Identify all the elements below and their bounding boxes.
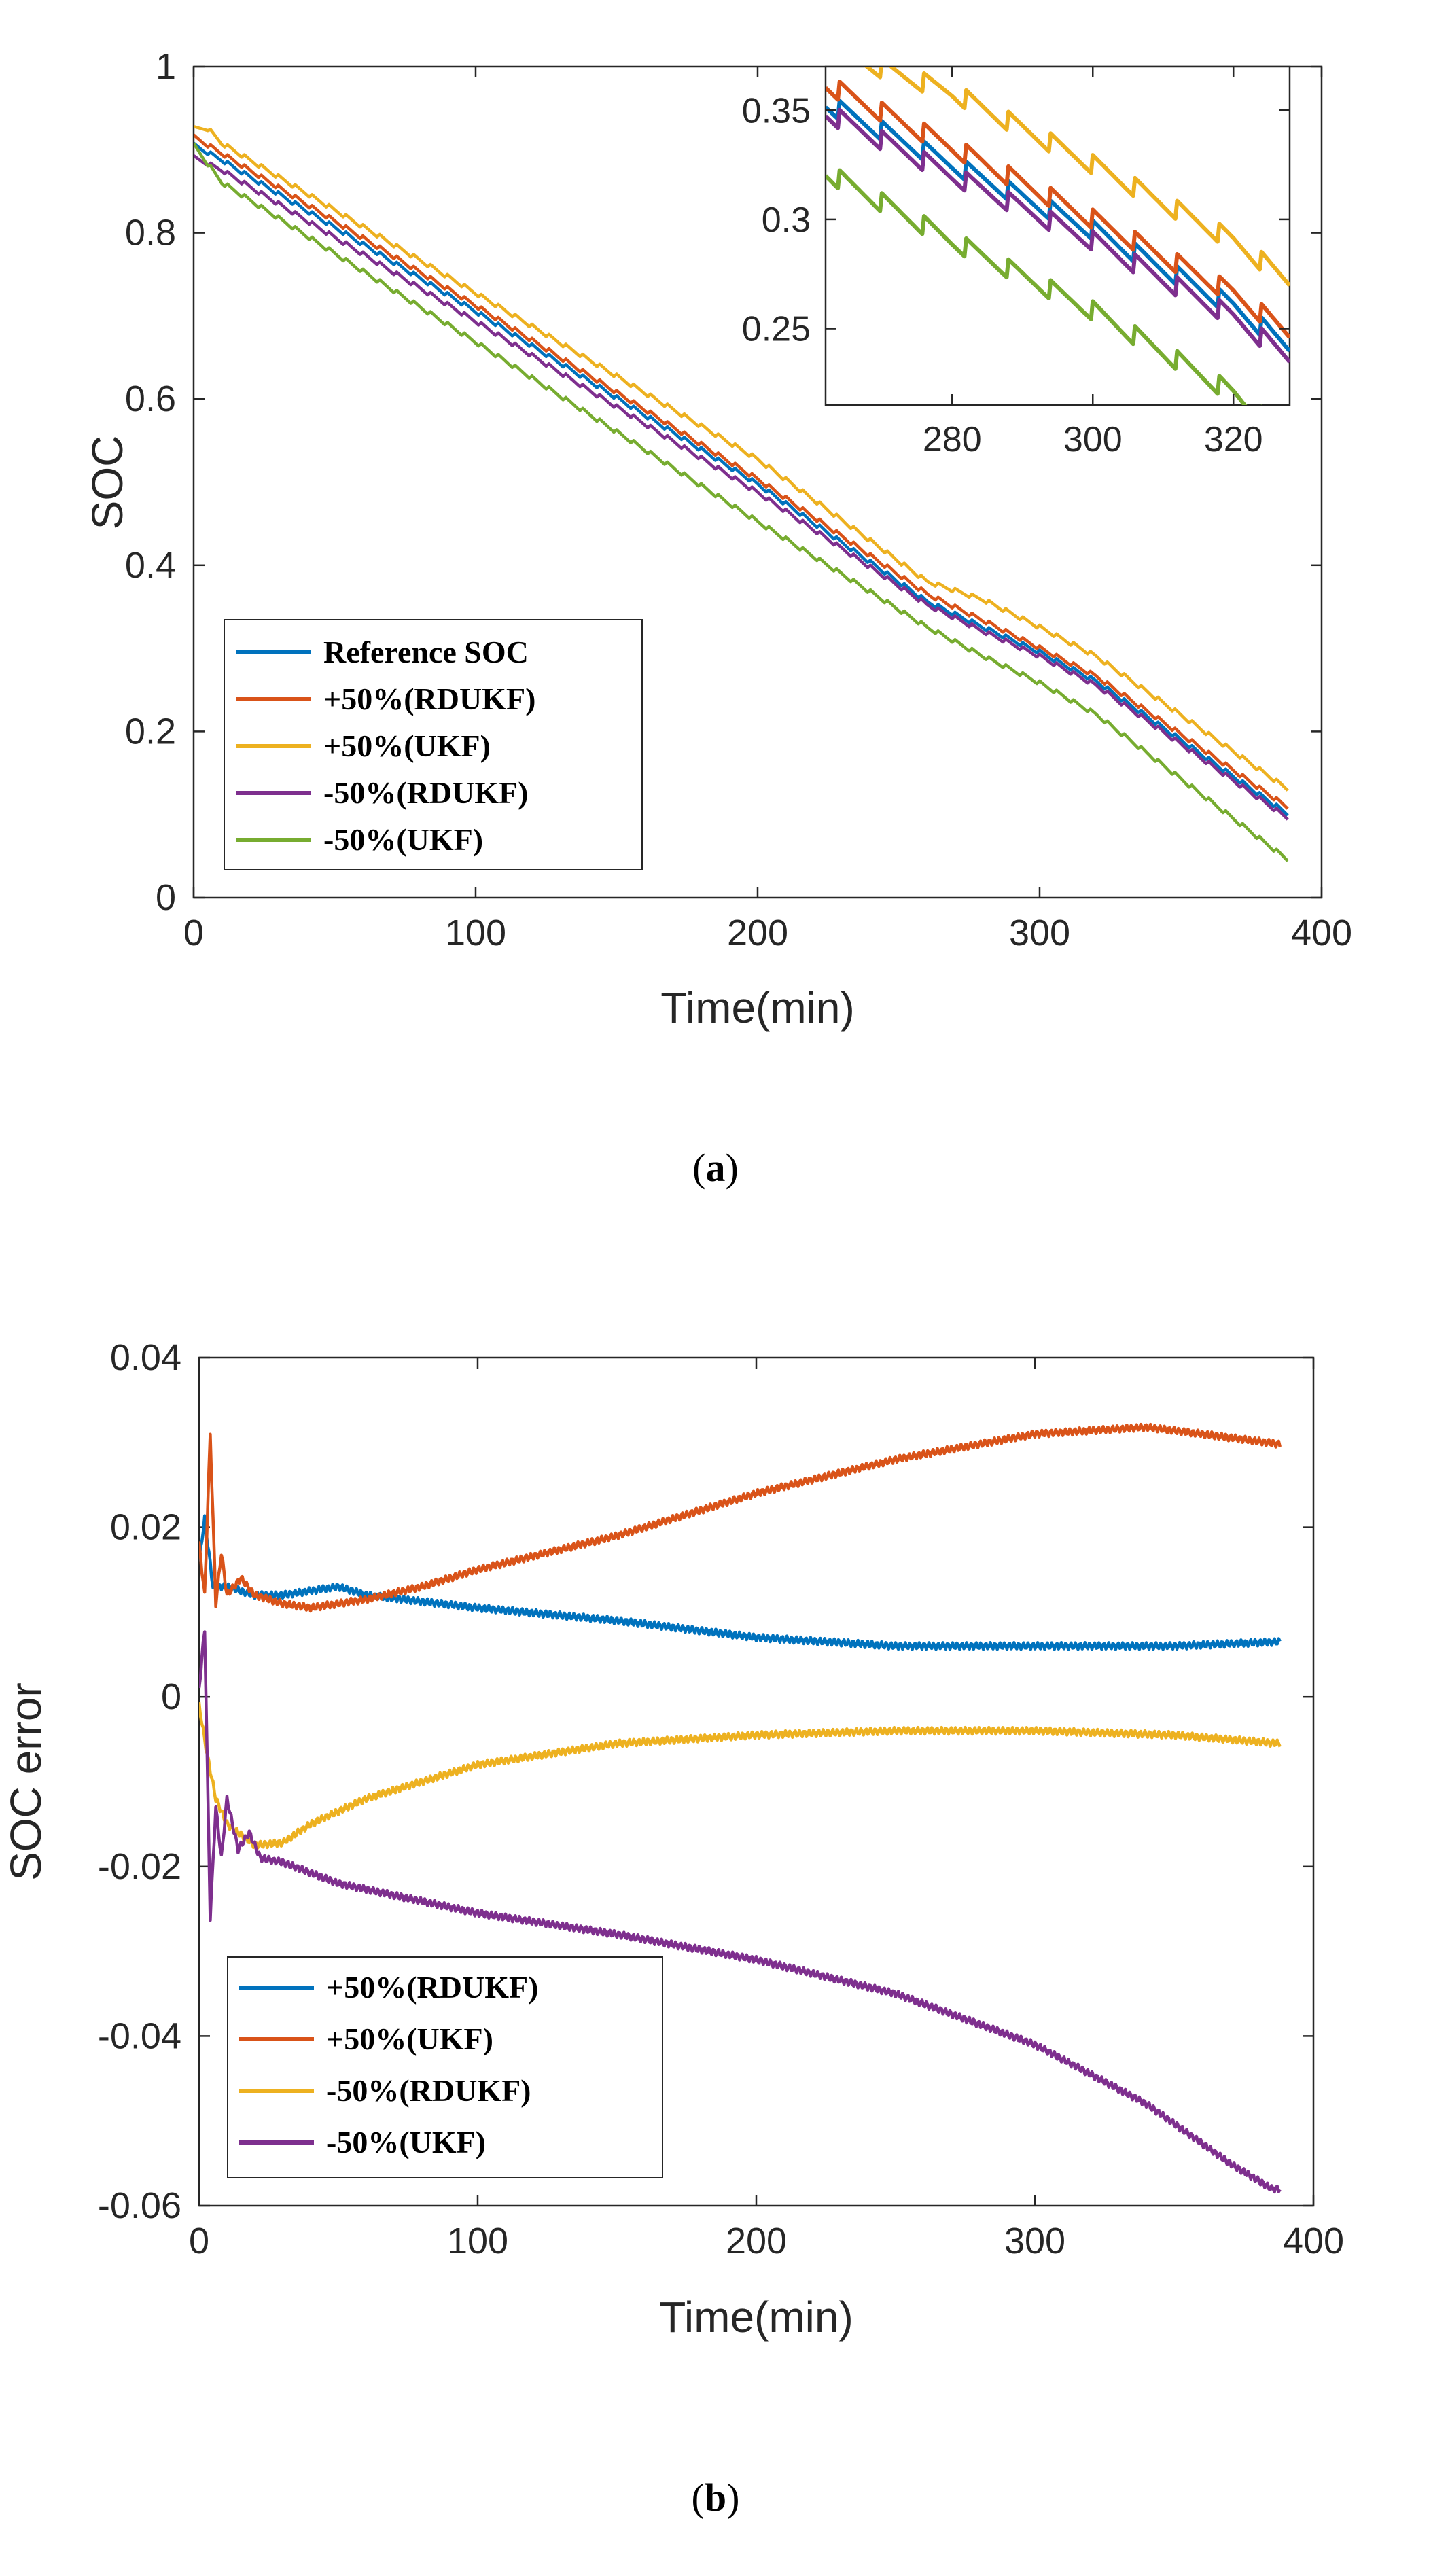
x-tick-label: 320 <box>1204 420 1263 459</box>
x-tick-label: 300 <box>1063 420 1123 459</box>
series-line-50-ukf <box>199 1630 1282 2194</box>
chart-a-caption: (a) <box>692 1146 739 1190</box>
series-line-50-ukf <box>864 67 1290 287</box>
series-line-50-rdukf <box>199 1701 1282 1850</box>
chart-a-legend-entries: Reference SOC +50%(RDUKF) +50%(UKF) -50%(RD… <box>236 635 535 857</box>
y-tick-label: -0.06 <box>98 2185 181 2226</box>
chart-b-ylabel: SOC error <box>1 1682 50 1881</box>
legend-label: -50%(UKF) <box>323 822 483 857</box>
y-tick-label: -0.02 <box>98 1846 181 1887</box>
chart-a-inset-y-ticks: 0.25 0.3 0.35 <box>742 91 1290 349</box>
chart-b-caption: (b) <box>692 2475 740 2520</box>
y-tick-label: 0 <box>161 1676 181 1717</box>
chart-a-inset-x-ticks: 280 300 320 <box>923 67 1263 459</box>
x-tick-label: 200 <box>726 2221 787 2261</box>
x-tick-label: 0 <box>189 2221 209 2261</box>
series-line-50-rdukf <box>826 80 1290 339</box>
series-line-reference-soc <box>826 99 1290 353</box>
chart-a-inset: 280 300 320 0.25 0.3 0.35 <box>742 65 1291 459</box>
x-tick-label: 280 <box>923 420 982 459</box>
y-tick-label: 0.02 <box>110 1507 181 1548</box>
y-tick-label: 0.3 <box>762 200 811 240</box>
chart-b-series <box>199 1422 1282 2194</box>
series-line-50-ukf <box>199 1422 1282 1613</box>
chart-b-x-ticks: 0 100 200 300 400 <box>189 1358 1344 2261</box>
legend-label: +50%(RDUKF) <box>326 1970 538 2005</box>
chart-b-legend-entries: +50%(RDUKF) +50%(UKF) -50%(RDUKF) -50%(UKF) <box>239 1970 538 2159</box>
legend-label: -50%(RDUKF) <box>326 2073 531 2108</box>
y-tick-label: 0.6 <box>125 378 176 419</box>
series-line-50-ukf <box>194 142 1289 862</box>
x-tick-label: 300 <box>1004 2221 1065 2261</box>
legend-label: Reference SOC <box>323 635 529 669</box>
chart-a: 0 100 200 300 400 0 0.2 0.4 0.6 0.8 1 280 300 320 0… <box>83 46 1352 1190</box>
y-tick-label: -0.04 <box>98 2015 181 2056</box>
series-line-50-ukf <box>194 124 1289 792</box>
chart-a-inset-series <box>826 67 1290 405</box>
y-tick-label: 0.04 <box>110 1337 181 1378</box>
y-tick-label: 0.25 <box>742 310 811 349</box>
y-tick-label: 1 <box>156 46 176 87</box>
legend-label: +50%(UKF) <box>323 728 491 763</box>
series-line-50-ukf <box>826 168 1263 405</box>
chart-a-legend: Reference SOC +50%(RDUKF) +50%(UKF) -50%(RD… <box>224 619 643 870</box>
series-line-50-rdukf <box>194 133 1289 810</box>
series-line-reference-soc <box>194 141 1289 817</box>
x-tick-label: 100 <box>445 913 506 953</box>
chart-a-x-ticks: 0 100 200 300 400 <box>183 67 1352 953</box>
y-tick-label: 0 <box>156 877 176 918</box>
x-tick-label: 300 <box>1009 913 1070 953</box>
y-tick-label: 0.35 <box>742 91 811 130</box>
x-tick-label: 400 <box>1283 2221 1344 2261</box>
legend-label: +50%(RDUKF) <box>323 682 535 716</box>
legend-label: -50%(UKF) <box>326 2125 486 2159</box>
y-tick-label: 0.2 <box>125 711 176 752</box>
series-line-50-rdukf <box>194 154 1289 821</box>
y-tick-label: 0.8 <box>125 213 176 253</box>
y-tick-label: 0.4 <box>125 545 176 586</box>
chart-b-legend: +50%(RDUKF) +50%(UKF) -50%(RDUKF) -50%(UKF) <box>227 1956 663 2178</box>
legend-label: +50%(UKF) <box>326 2022 493 2056</box>
series-line-50-rdukf <box>826 107 1290 364</box>
chart-a-y-ticks: 0 0.2 0.4 0.6 0.8 1 <box>125 46 1322 918</box>
x-tick-label: 200 <box>727 913 788 953</box>
chart-a-xlabel: Time(min) <box>660 983 855 1032</box>
x-tick-label: 0 <box>183 913 204 953</box>
chart-a-series <box>194 124 1289 862</box>
x-tick-label: 100 <box>447 2221 508 2261</box>
chart-b-xlabel: Time(min) <box>659 2293 853 2342</box>
chart-a-ylabel: SOC <box>83 436 132 530</box>
legend-label: -50%(RDUKF) <box>323 775 529 810</box>
chart-b: 0 100 200 300 400 -0.06 -0.04 -0.02 0 0.02 0.04 +… <box>1 1337 1344 2520</box>
x-tick-label: 400 <box>1291 913 1352 953</box>
